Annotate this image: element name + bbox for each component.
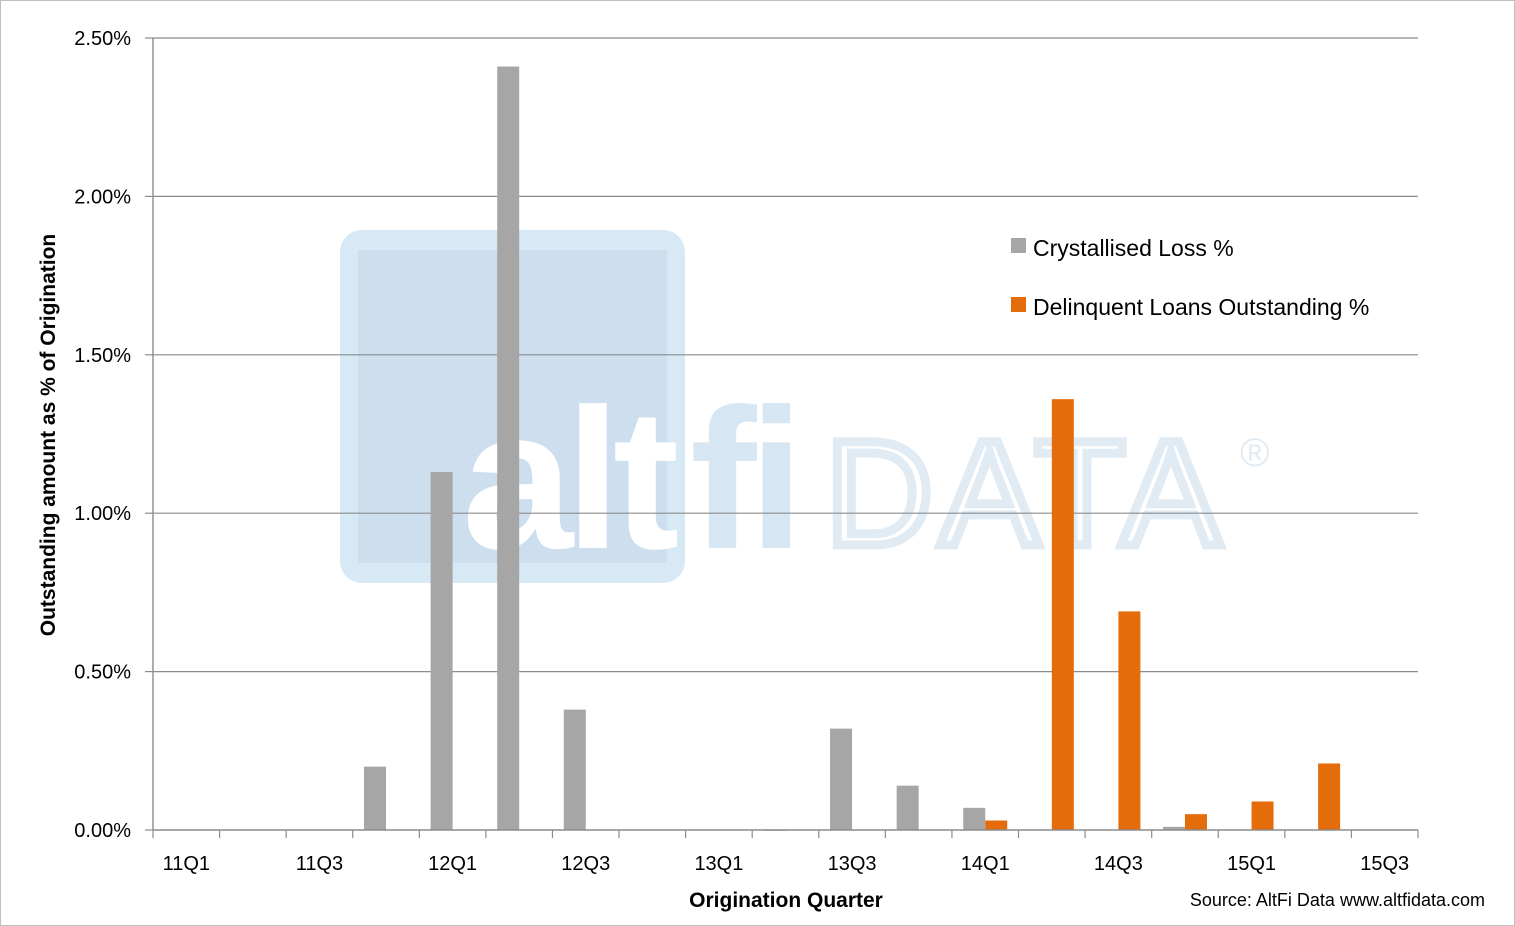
- y-tick-label: 1.00%: [74, 503, 131, 525]
- legend: Crystallised Loss % Delinquent Loans Out…: [1011, 235, 1369, 320]
- bar-crystallised-13Q4: [896, 785, 919, 830]
- watermark-registered: ®: [1240, 431, 1269, 475]
- legend-swatch-delinquent: [1011, 297, 1026, 312]
- y-tick-labels: 0.00% 0.50% 1.00% 1.50% 2.00% 2.50%: [74, 28, 131, 842]
- y-tick-label: 2.50%: [74, 28, 131, 50]
- legend-label-crystallised: Crystallised Loss %: [1033, 235, 1234, 261]
- bar-delinquent-14Q2: [1051, 399, 1074, 830]
- x-tick-label: 13Q1: [694, 853, 743, 875]
- bar-crystallised-12Q1: [430, 472, 453, 830]
- legend-swatch-crystallised: [1011, 238, 1026, 253]
- x-tick-label: 12Q3: [561, 853, 610, 875]
- bars: [364, 66, 1341, 831]
- bar-crystallised-11Q4: [364, 766, 387, 830]
- x-tick-label: 15Q1: [1227, 853, 1276, 875]
- x-tick-label: 12Q1: [428, 853, 477, 875]
- legend-label-delinquent: Delinquent Loans Outstanding %: [1033, 294, 1369, 320]
- gridlines: [145, 37, 1418, 831]
- y-tick-label: 1.50%: [74, 345, 131, 367]
- bar-crystallised-12Q2: [497, 66, 520, 830]
- bar-crystallised-13Q3: [830, 728, 853, 830]
- watermark-data: DATA: [825, 409, 1227, 577]
- axes: [152, 38, 1419, 838]
- x-tick-label: 14Q1: [961, 853, 1010, 875]
- bar-crystallised-14Q1: [963, 807, 986, 830]
- x-tick-label: 11Q1: [163, 853, 210, 875]
- x-axis-title: Origination Quarter: [689, 889, 883, 912]
- x-tick-label: 15Q3: [1360, 853, 1409, 875]
- source-note: Source: AltFi Data www.altfidata.com: [1190, 890, 1485, 910]
- y-tick-label: 2.00%: [74, 186, 131, 208]
- x-tick-label: 13Q3: [828, 853, 877, 875]
- y-tick-label: 0.50%: [74, 662, 131, 684]
- bar-delinquent-14Q1: [985, 820, 1008, 830]
- bar-crystallised-12Q3: [563, 709, 586, 830]
- watermark-alt: alt: [462, 368, 678, 591]
- y-tick-label: 0.00%: [74, 820, 131, 842]
- bar-delinquent-15Q2: [1318, 763, 1341, 830]
- bar-crystallised-14Q4: [1162, 826, 1185, 830]
- bar-delinquent-15Q1: [1251, 801, 1274, 830]
- altfi-watermark: alt fi DATA ®: [340, 230, 1269, 591]
- watermark-fi: fi: [690, 368, 796, 591]
- bar-delinquent-14Q4: [1184, 814, 1207, 830]
- x-tick-label: 11Q3: [296, 853, 343, 875]
- x-tick-label: 14Q3: [1094, 853, 1143, 875]
- bar-delinquent-14Q3: [1118, 611, 1141, 830]
- x-tick-labels: 11Q1 11Q3 12Q1 12Q3 13Q1 13Q3 14Q1 14Q3 15Q1 15Q3: [163, 853, 1410, 875]
- y-axis-title: Outstanding amount as % of Origination: [37, 234, 60, 637]
